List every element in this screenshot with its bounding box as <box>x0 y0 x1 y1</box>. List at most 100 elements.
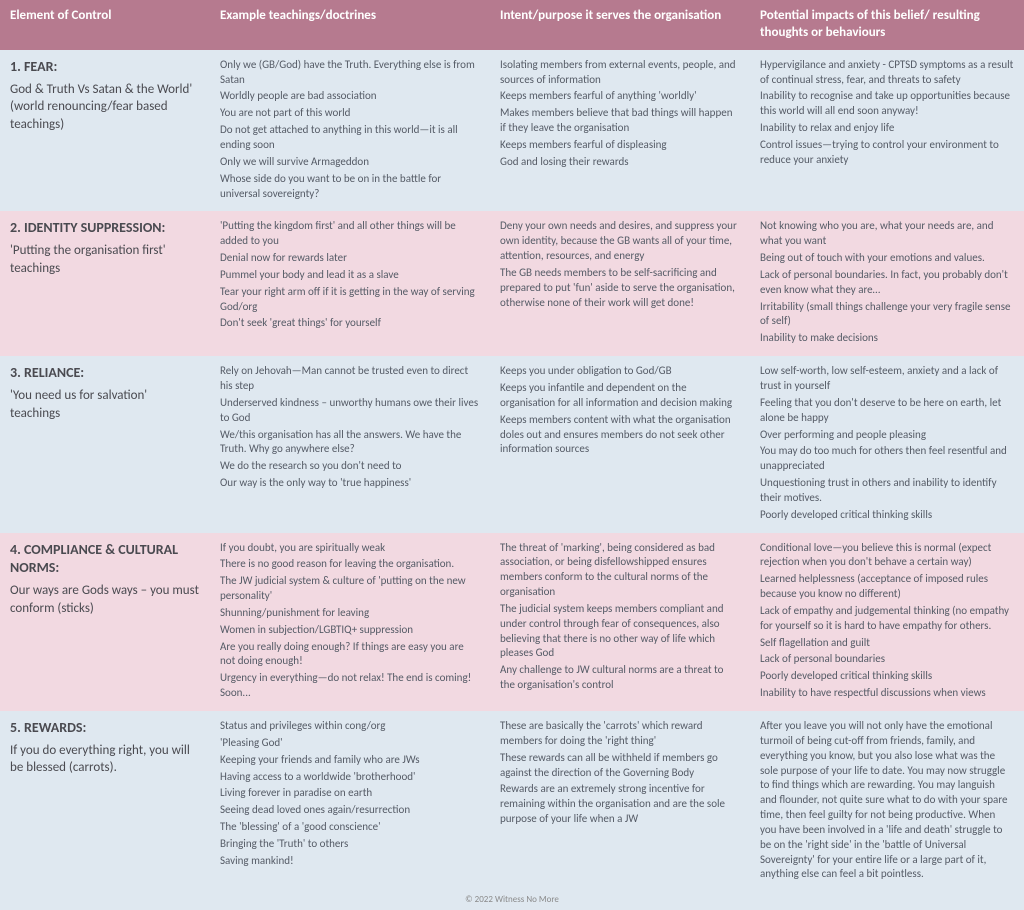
examples-cell-line: Denial now for rewards later <box>220 251 480 266</box>
element-title: 5. REWARDS: <box>10 719 86 736</box>
intent-cell: Keeps you under obligation to God/GB Keep… <box>490 356 750 532</box>
examples-cell-line: Pummel your body and lead it as a slave <box>220 268 480 283</box>
examples-cell-line: The 'blessing' of a 'good conscience' <box>220 820 480 835</box>
examples-cell: Status and privileges within cong/org'Pl… <box>210 711 490 892</box>
intent-cell: These are basically the 'carrots' which … <box>490 711 750 892</box>
examples-cell: If you doubt, you are spiritually weakTh… <box>210 533 490 711</box>
intent-cell-line: Keeps members fearful of displeasing <box>500 138 740 153</box>
impacts-cell-line: Poorly developed critical thinking skill… <box>760 508 1014 523</box>
examples-cell-line: Don't seek 'great things' for yourself <box>220 316 480 331</box>
intent-cell-line: These rewards can all be withheld if mem… <box>500 751 740 781</box>
table-row: 2. IDENTITY SUPPRESSION: 'Putting the org… <box>0 211 1024 356</box>
impacts-cell-line: Unquestioning trust in others and inabil… <box>760 476 1014 506</box>
examples-cell-line: If you doubt, you are spiritually weak <box>220 541 480 556</box>
examples-cell-line: The JW judicial system & culture of 'put… <box>220 574 480 604</box>
header-examples: Example teachings/doctrines <box>210 0 490 50</box>
impacts-cell: Conditional love—you believe this is nor… <box>750 533 1024 711</box>
examples-cell-line: Shunning/punishment for leaving <box>220 606 480 621</box>
element-title: 1. FEAR: <box>10 58 57 75</box>
element-cell: 3. RELIANCE: 'You need us for salvation' … <box>0 356 210 532</box>
impacts-cell-line: Over performing and people pleasing <box>760 428 1014 443</box>
impacts-cell-line: Low self-worth, low self-esteem, anxiety… <box>760 364 1014 394</box>
impacts-cell-line: Lack of personal boundaries. In fact, yo… <box>760 268 1014 298</box>
impacts-cell: Not knowing who you are, what your needs… <box>750 211 1024 356</box>
examples-cell-line: There is no good reason for leaving the … <box>220 557 480 572</box>
examples-cell-line: Whose side do you want to be on in the b… <box>220 172 480 202</box>
impacts-cell-line: Not knowing who you are, what your needs… <box>760 219 1014 249</box>
element-subtitle: 'Putting the organisation first' teachin… <box>10 242 200 277</box>
examples-cell-line: You are not part of this world <box>220 106 480 121</box>
examples-cell: 'Putting the kingdom first' and all othe… <box>210 211 490 356</box>
element-cell: 5. REWARDS: If you do everything right, y… <box>0 711 210 892</box>
examples-cell-line: We/this organisation has all the answers… <box>220 428 480 458</box>
examples-cell-line: Keeping your friends and family who are … <box>220 753 480 768</box>
copyright-footer: © 2022 Witness No More <box>0 892 1024 910</box>
header-intent: Intent/purpose it serves the organisatio… <box>490 0 750 50</box>
impacts-cell: Low self-worth, low self-esteem, anxiety… <box>750 356 1024 532</box>
intent-cell-line: Keeps members content with what the orga… <box>500 413 740 458</box>
examples-cell-line: Only we will survive Armageddon <box>220 155 480 170</box>
control-elements-table: Element of Control Example teachings/doc… <box>0 0 1024 892</box>
intent-cell-line: Isolating members from external events, … <box>500 58 740 88</box>
impacts-cell-line: Learned helplessness (acceptance of impo… <box>760 572 1014 602</box>
intent-cell-line: Keeps members fearful of anything 'world… <box>500 89 740 104</box>
impacts-cell-line: Inability to relax and enjoy life <box>760 121 1014 136</box>
examples-cell-line: Only we (GB/God) have the Truth. Everyth… <box>220 58 480 88</box>
intent-cell-line: God and losing their rewards <box>500 155 740 170</box>
impacts-cell-line: Lack of empathy and judgemental thinking… <box>760 604 1014 634</box>
intent-cell-line: Keeps you infantile and dependent on the… <box>500 381 740 411</box>
intent-cell-line: The threat of 'marking', being considere… <box>500 541 740 600</box>
element-title: 2. IDENTITY SUPPRESSION: <box>10 219 165 236</box>
examples-cell-line: 'Putting the kingdom first' and all othe… <box>220 219 480 249</box>
intent-cell-line: Deny your own needs and desires, and sup… <box>500 219 740 264</box>
header-element: Element of Control <box>0 0 210 50</box>
impacts-cell-line: Being out of touch with your emotions an… <box>760 251 1014 266</box>
element-title: 4. COMPLIANCE & CULTURAL NORMS: <box>10 541 178 577</box>
intent-cell-line: Makes members believe that bad things wi… <box>500 106 740 136</box>
examples-cell: Only we (GB/God) have the Truth. Everyth… <box>210 50 490 212</box>
intent-cell: Isolating members from external events, … <box>490 50 750 212</box>
impacts-cell-line: Self flagellation and guilt <box>760 636 1014 651</box>
examples-cell-line: Are you really doing enough? If things a… <box>220 640 480 670</box>
examples-cell-line: Do not get attached to anything in this … <box>220 123 480 153</box>
impacts-cell-line: Feeling that you don't deserve to be her… <box>760 396 1014 426</box>
examples-cell-line: Worldly people are bad association <box>220 89 480 104</box>
element-subtitle: Our ways are Gods ways – you must confor… <box>10 582 200 617</box>
examples-cell-line: We do the research so you don't need to <box>220 459 480 474</box>
impacts-cell: After you leave you will not only have t… <box>750 711 1024 892</box>
intent-cell-line: Keeps you under obligation to God/GB <box>500 364 740 379</box>
header-impacts: Potential impacts of this belief/ result… <box>750 0 1024 50</box>
examples-cell-line: Our way is the only way to 'true happine… <box>220 476 480 491</box>
impacts-cell: Hypervigilance and anxiety - CPTSD sympt… <box>750 50 1024 212</box>
element-cell: 2. IDENTITY SUPPRESSION: 'Putting the org… <box>0 211 210 356</box>
intent-cell: Deny your own needs and desires, and sup… <box>490 211 750 356</box>
examples-cell-line: Saving mankind! <box>220 854 480 869</box>
intent-cell-line: Rewards are an extremely strong incentiv… <box>500 782 740 827</box>
examples-cell-line: Rely on Jehovah—Man cannot be trusted ev… <box>220 364 480 394</box>
element-title: 3. RELIANCE: <box>10 364 84 381</box>
examples-cell-line: Urgency in everything—do not relax! The … <box>220 671 480 701</box>
element-cell: 1. FEAR:God & Truth Vs Satan & the World… <box>0 50 210 212</box>
impacts-cell-line: Poorly developed critical thinking skill… <box>760 669 1014 684</box>
intent-cell-line: Any challenge to JW cultural norms are a… <box>500 663 740 693</box>
intent-cell-line: The GB needs members to be self-sacrific… <box>500 266 740 311</box>
intent-cell: The threat of 'marking', being considere… <box>490 533 750 711</box>
impacts-cell-line: Inability to make decisions <box>760 331 1014 346</box>
impacts-cell-line: Inability to have respectful discussions… <box>760 686 1014 701</box>
table-row: 1. FEAR:God & Truth Vs Satan & the World… <box>0 50 1024 212</box>
impacts-cell-line: After you leave you will not only have t… <box>760 719 1014 882</box>
examples-cell-line: Living forever in paradise on earth <box>220 786 480 801</box>
impacts-cell-line: Irritability (small things challenge you… <box>760 300 1014 330</box>
header-row: Element of Control Example teachings/doc… <box>0 0 1024 50</box>
element-cell: 4. COMPLIANCE & CULTURAL NORMS: Our ways … <box>0 533 210 711</box>
element-subtitle: 'You need us for salvation' teachings <box>10 387 200 422</box>
impacts-cell-line: Conditional love—you believe this is nor… <box>760 541 1014 571</box>
table-row: 5. REWARDS: If you do everything right, y… <box>0 711 1024 892</box>
impacts-cell-line: Control issues—trying to control your en… <box>760 138 1014 168</box>
examples-cell-line: Women in subjection/LGBTIQ+ suppression <box>220 623 480 638</box>
examples-cell-line: Underserved kindness – unworthy humans o… <box>220 396 480 426</box>
impacts-cell-line: Inability to recognise and take up oppor… <box>760 89 1014 119</box>
element-subtitle: If you do everything right, you will be … <box>10 742 200 777</box>
examples-cell-line: Seeing dead loved ones again/resurrectio… <box>220 803 480 818</box>
examples-cell-line: Bringing the 'Truth' to others <box>220 837 480 852</box>
